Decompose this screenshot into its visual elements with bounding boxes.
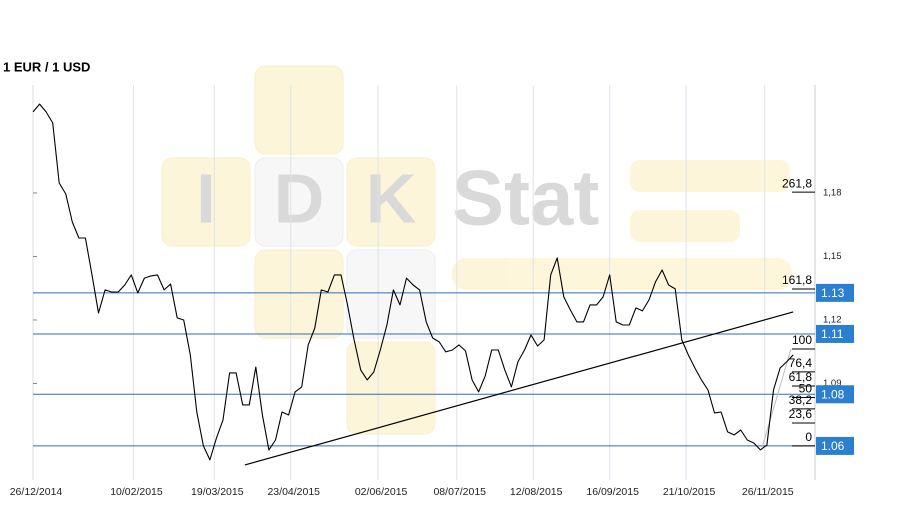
y-tick-label: 1,18	[823, 187, 842, 198]
watermark-tile	[161, 157, 251, 247]
y-tick-label: 1,09	[823, 378, 842, 389]
x-tick-label: 21/10/2015	[663, 486, 716, 498]
fibonacci-label: 261,8	[782, 176, 812, 190]
watermark: I D K Stat	[161, 65, 792, 435]
level-label-box	[816, 385, 854, 404]
watermark-tile	[254, 249, 344, 339]
x-tick-label: 23/04/2015	[267, 486, 320, 498]
watermark-letter: I	[196, 159, 215, 237]
x-tick-label: 10/02/2015	[110, 486, 163, 498]
watermark-letter: D	[274, 159, 325, 237]
fibonacci-label: 38,2	[789, 393, 813, 407]
fibonacci-label: 0	[805, 430, 812, 444]
fibonacci-label: 23,6	[789, 407, 813, 421]
level-label-box	[816, 436, 854, 455]
x-tick-label: 19/03/2015	[191, 486, 244, 498]
watermark-tile	[346, 157, 436, 247]
level-label: 1.06	[821, 439, 845, 453]
x-tick-label: 16/09/2015	[586, 486, 639, 498]
fibonacci-label: 61,8	[789, 370, 813, 384]
price-line	[32, 103, 794, 461]
watermark-letter: K	[366, 159, 417, 237]
y-tick-label: 1,15	[823, 251, 842, 262]
fibonacci-label: 76,4	[789, 356, 813, 370]
x-tick-label: 02/06/2015	[355, 486, 408, 498]
watermark-tile	[254, 157, 344, 247]
x-tick-label: 26/12/2014	[10, 486, 63, 498]
fibonacci-line	[762, 348, 792, 447]
level-label: 1.11	[821, 327, 844, 341]
level-label-box	[816, 283, 854, 302]
level-label: 1.08	[821, 387, 845, 401]
watermark-tile	[254, 65, 344, 155]
watermark-word: Stat	[452, 154, 599, 242]
watermark-tile	[346, 249, 436, 339]
x-tick-label: 08/07/2015	[433, 486, 486, 498]
fibonacci-label: 100	[792, 333, 812, 347]
level-label: 1.13	[821, 286, 845, 300]
fibonacci-label: 50	[799, 382, 813, 396]
watermark-bar	[630, 160, 790, 192]
watermark-bar	[630, 210, 740, 242]
watermark-bar	[452, 258, 792, 290]
trend-line	[244, 311, 794, 466]
x-tick-label: 12/08/2015	[510, 486, 563, 498]
level-label-box	[816, 324, 854, 343]
x-tick-label: 26/11/2015	[742, 486, 794, 498]
chart-title: 1 EUR / 1 USD	[3, 59, 90, 74]
watermark-tile	[346, 341, 436, 435]
fibonacci-label: 161,8	[782, 273, 812, 287]
y-tick-label: 1,12	[823, 314, 842, 325]
